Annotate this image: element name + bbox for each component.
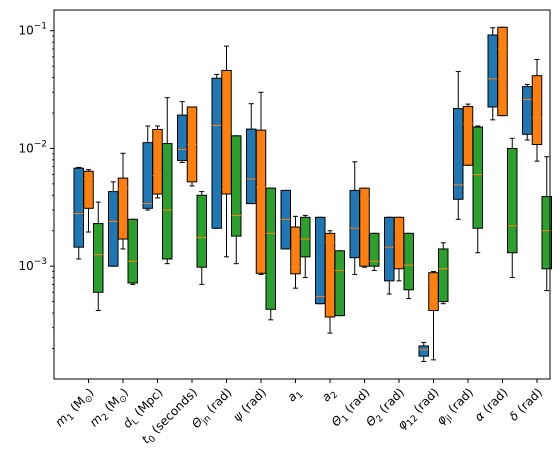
box-body (359, 187, 370, 267)
box-series-1-cat-6 (246, 103, 257, 205)
x-category-label: α (rad) (472, 385, 511, 424)
box-body (221, 69, 232, 195)
box-series-3-cat-3 (162, 97, 173, 265)
box-series-2-cat-13 (497, 26, 508, 117)
box-series-1-cat-10 (384, 216, 395, 295)
box-series-2-cat-4 (186, 106, 198, 187)
box-series-3-cat-5 (231, 135, 242, 265)
box-series-2-cat-1 (83, 169, 94, 233)
box-body (541, 196, 552, 270)
x-category-label: δ (rad) (507, 385, 545, 423)
box-body (531, 75, 543, 146)
box-body (162, 143, 173, 260)
box-series-2-cat-3 (152, 125, 163, 199)
box-series-2-cat-8 (324, 230, 336, 334)
box-body (453, 108, 464, 200)
y-tick-label: 10−2 (18, 139, 47, 155)
box-body (177, 114, 188, 161)
box-body (403, 232, 414, 291)
box-body (211, 77, 222, 229)
box-series-3-cat-10 (403, 232, 414, 300)
box-body (369, 232, 380, 267)
box-body (462, 106, 474, 166)
x-category-label: φjl (rad) (434, 385, 479, 430)
box-body (231, 135, 242, 237)
box-body (265, 187, 276, 310)
box-series-3-cat-4 (196, 191, 207, 285)
box-series-3-cat-8 (334, 250, 345, 317)
box-body (93, 223, 104, 293)
box-series-1-cat-2 (108, 181, 119, 267)
x-category-label: m2 (M⊙) (87, 385, 133, 431)
box-body (152, 128, 163, 195)
box-body (349, 189, 360, 259)
box-body (472, 126, 483, 229)
box-body (522, 86, 533, 135)
x-category-label: a2 (319, 385, 340, 406)
box-series-2-cat-11 (428, 271, 439, 361)
y-axis: 10−3 10−2 10−1 (18, 22, 54, 349)
box-series-3-cat-7 (300, 214, 311, 279)
plot-marks (73, 26, 552, 362)
box-series-1-cat-14 (522, 83, 533, 141)
box-series-3-cat-9 (369, 232, 380, 271)
box-series-2-cat-7 (290, 215, 301, 289)
y-tick-label: 10−3 (18, 257, 47, 273)
box-series-2-cat-10 (393, 216, 405, 282)
x-axis: m1 (M⊙)m2 (M⊙)dL (Mpc)t0 (seconds)Θjn (r… (52, 379, 545, 447)
box-series-2-cat-5 (221, 45, 232, 258)
box-series-3-cat-6 (265, 187, 276, 321)
box-series-1-cat-3 (142, 125, 153, 211)
box-body (497, 26, 508, 117)
box-series-2-cat-12 (462, 103, 474, 166)
box-series-1-cat-5 (211, 73, 222, 229)
box-body (196, 194, 207, 268)
box-body (418, 345, 429, 357)
box-body (300, 216, 311, 258)
box-series-1-cat-11 (418, 341, 429, 362)
box-body (438, 248, 449, 303)
y-tick-label: 10−1 (18, 22, 47, 38)
x-category-label: a1 (284, 385, 305, 406)
box-series-3-cat-1 (93, 201, 104, 312)
box-body (142, 142, 153, 209)
box-body (324, 232, 336, 318)
box-series-1-cat-9 (349, 161, 360, 275)
x-category-label: ψ (rad) (230, 385, 269, 424)
box-body (108, 191, 119, 267)
box-series-2-cat-6 (255, 91, 267, 275)
box-series-3-cat-12 (472, 125, 483, 254)
plot-frame (53, 9, 551, 380)
box-body (127, 218, 138, 284)
box-series-2-cat-2 (117, 152, 129, 250)
box-body (507, 147, 518, 254)
box-series-3-cat-13 (507, 137, 518, 279)
box-series-1-cat-1 (73, 166, 84, 260)
box-body (487, 34, 498, 108)
box-series-1-cat-12 (453, 71, 464, 220)
box-series-3-cat-11 (438, 242, 449, 305)
box-body (255, 129, 267, 274)
box-body (334, 250, 345, 317)
box-body (384, 216, 395, 282)
box-body (117, 177, 129, 240)
box-series-2-cat-14 (531, 58, 543, 162)
box-body (73, 167, 84, 248)
box-series-1-cat-13 (487, 27, 498, 121)
box-series-2-cat-9 (359, 187, 370, 268)
box-series-1-cat-4 (177, 101, 188, 163)
box-series-1-cat-8 (315, 216, 326, 305)
box-body (246, 128, 257, 205)
box-body (315, 216, 326, 305)
box-series-1-cat-7 (280, 189, 291, 250)
box-body (83, 170, 94, 209)
box-body (428, 272, 439, 312)
box-series-3-cat-2 (127, 218, 138, 285)
